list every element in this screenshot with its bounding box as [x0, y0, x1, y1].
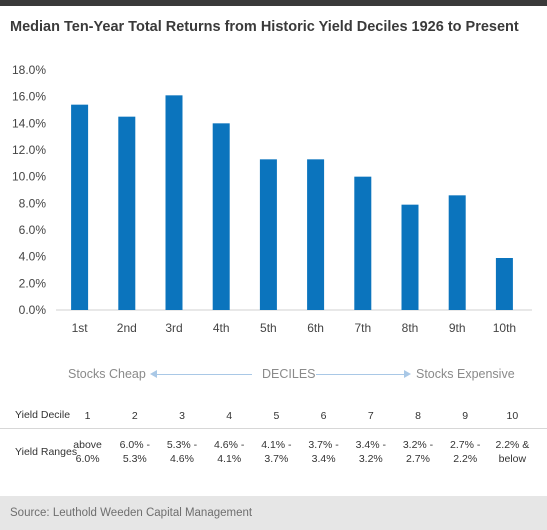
- x-tick-label: 9th: [449, 321, 466, 335]
- y-tick-label: 10.0%: [12, 170, 46, 184]
- y-tick-label: 18.0%: [12, 63, 46, 77]
- range-cell: 3.2% -2.7%: [402, 439, 434, 465]
- x-tick-label: 2nd: [117, 321, 137, 335]
- decile-axis: Stocks Cheap DECILES Stocks Expensive: [0, 363, 547, 387]
- range-cell: 6.0% -5.3%: [119, 439, 150, 465]
- yield-decile-label: Yield Decile: [15, 409, 71, 421]
- x-tick-label: 3rd: [165, 321, 182, 335]
- source-footer: Source: Leuthold Weeden Capital Manageme…: [0, 496, 547, 530]
- y-tick-label: 12.0%: [12, 143, 46, 157]
- bar-6th: [307, 159, 325, 310]
- x-tick-label: 6th: [307, 321, 324, 335]
- decile-cell: 6: [320, 410, 327, 422]
- yield-decile-row: Yield Decile 1 2 3 4 5 6 7 8 9 10: [0, 400, 547, 429]
- y-tick-label: 4.0%: [19, 250, 47, 264]
- yield-ranges-label: Yield Ranges: [15, 446, 78, 458]
- decile-cell: 10: [506, 410, 519, 422]
- bar-1st: [71, 104, 89, 310]
- source-text: Source: Leuthold Weeden Capital Manageme…: [10, 507, 253, 519]
- bar-10th: [495, 258, 513, 310]
- decile-cell: 5: [273, 410, 280, 422]
- bar-4th: [212, 123, 230, 310]
- range-cell: 4.6% -4.1%: [214, 439, 245, 465]
- yield-ranges-row: Yield Ranges above 6.0% 6.0% -5.3% 5.3% -4.…: [0, 429, 547, 469]
- range-cell: 3.7% -3.4%: [308, 439, 339, 465]
- x-tick-label: 7th: [354, 321, 371, 335]
- range-cell: 2.2% & below: [495, 439, 530, 465]
- x-tick-label: 8th: [402, 321, 419, 335]
- range-cell: above 6.0%: [73, 439, 102, 465]
- range-cell: 2.7% -2.2%: [450, 439, 481, 465]
- y-tick-label: 6.0%: [19, 223, 47, 237]
- bar-8th: [401, 204, 419, 310]
- decile-cell: 1: [84, 410, 91, 422]
- y-axis: 0.0% 2.0% 4.0% 6.0% 8.0% 10.0% 12.0% 14.0% 16.0%…: [12, 63, 46, 317]
- decile-cell: 4: [226, 410, 233, 422]
- x-tick-label: 1st: [72, 321, 89, 335]
- x-tick-label: 10th: [493, 321, 516, 335]
- bar-2nd: [118, 116, 136, 311]
- bar-3rd: [165, 95, 183, 310]
- decile-cell: 3: [179, 410, 185, 422]
- decile-cell: 2: [131, 410, 138, 422]
- bars: [71, 95, 513, 311]
- stocks-cheap-label: Stocks Cheap: [68, 367, 146, 381]
- arrow-line-right: [316, 374, 406, 375]
- decile-cell: 7: [367, 410, 374, 422]
- stocks-expensive-label: Stocks Expensive: [416, 367, 515, 381]
- bar-chart: 0.0% 2.0% 4.0% 6.0% 8.0% 10.0% 12.0% 14.0% 16.0%…: [12, 63, 532, 335]
- bar-9th: [448, 195, 466, 310]
- y-tick-label: 8.0%: [19, 196, 47, 210]
- y-tick-label: 14.0%: [12, 116, 46, 130]
- range-cell: 3.4% -3.2%: [355, 439, 386, 465]
- x-tick-label: 4th: [213, 321, 230, 335]
- arrow-line-left: [156, 374, 252, 375]
- bar-5th: [259, 159, 277, 310]
- decile-cell: 9: [462, 410, 469, 422]
- bar-7th: [354, 176, 372, 310]
- x-axis: 1st 2nd 3rd 4th 5th 6th 7th 8th 9th 10th: [72, 321, 516, 335]
- top-bar: [0, 0, 547, 6]
- range-cell: 4.1% -3.7%: [261, 439, 292, 465]
- deciles-label: DECILES: [262, 367, 316, 381]
- x-tick-label: 5th: [260, 321, 277, 335]
- chart-title: Median Ten-Year Total Returns from Histo…: [10, 19, 519, 35]
- arrow-right-icon: [404, 370, 411, 378]
- decile-cell: 8: [415, 410, 421, 422]
- y-tick-label: 0.0%: [19, 303, 47, 317]
- y-tick-label: 16.0%: [12, 90, 46, 104]
- y-tick-label: 2.0%: [19, 276, 47, 290]
- arrow-left-icon: [150, 370, 157, 378]
- range-cell: 5.3% -4.6%: [166, 439, 198, 465]
